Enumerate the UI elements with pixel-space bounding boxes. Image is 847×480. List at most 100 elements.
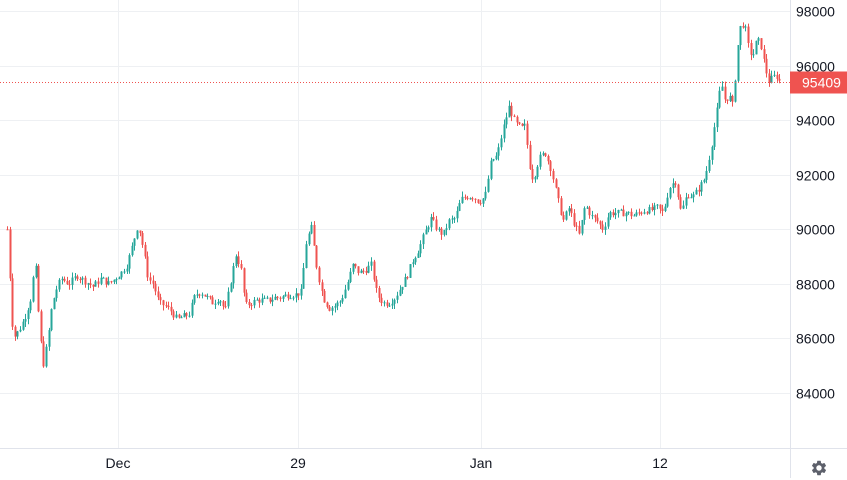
candle-body <box>471 198 474 200</box>
candle-body <box>209 296 212 298</box>
chart-settings-button[interactable] <box>807 456 831 480</box>
candle-body <box>391 303 394 306</box>
candle-body <box>40 311 43 342</box>
candle-body <box>53 298 56 310</box>
candle-body <box>6 229 9 231</box>
candle-body <box>497 147 500 156</box>
candle-body <box>643 212 646 214</box>
candle-body <box>71 277 74 286</box>
y-tick-label: 90000 <box>796 222 835 238</box>
candle-body <box>175 314 178 318</box>
candle-body <box>393 299 396 304</box>
candle-body <box>565 211 568 220</box>
candle-body <box>773 74 776 76</box>
candle-body <box>261 298 264 303</box>
candle-body <box>744 26 747 28</box>
candle-body <box>58 279 61 290</box>
candle-body <box>388 305 391 307</box>
candle-body <box>55 289 58 299</box>
candle-body <box>656 204 659 206</box>
last-price-label: 95409 <box>802 75 841 91</box>
candle-body <box>526 123 529 145</box>
candle-body <box>422 234 425 245</box>
candle-body <box>646 212 649 214</box>
candle-body <box>224 306 227 308</box>
candle-body <box>248 301 251 306</box>
candle-body <box>50 309 53 331</box>
candle-body <box>336 302 339 307</box>
candle-body <box>401 286 404 290</box>
candle-body <box>383 302 386 304</box>
candle-body <box>453 218 456 220</box>
candle-body <box>562 215 565 220</box>
candle-body <box>152 280 155 284</box>
candle-body <box>692 194 695 198</box>
candle-body <box>560 198 563 216</box>
candle-body <box>581 220 584 234</box>
candle-body <box>739 26 742 46</box>
candle-body <box>477 199 480 203</box>
candle-body <box>240 264 243 269</box>
candle-body <box>516 116 519 123</box>
candle-body <box>198 294 201 296</box>
y-tick-label: 98000 <box>796 4 835 20</box>
candle-body <box>523 123 526 126</box>
candle-body <box>196 294 199 296</box>
candle-body <box>674 183 677 185</box>
candle-body <box>510 105 513 116</box>
candle-body <box>29 301 32 311</box>
candle-body <box>505 117 508 125</box>
candle-body <box>305 244 308 268</box>
candle-body <box>448 219 451 229</box>
candle-body <box>128 255 131 269</box>
candle-body <box>518 122 521 124</box>
candle-body <box>263 297 266 299</box>
candle-body <box>578 225 581 234</box>
candle-body <box>45 346 48 367</box>
candle-body <box>227 291 230 307</box>
candle-body <box>682 205 685 209</box>
candle-body <box>677 184 680 198</box>
candle-body <box>24 319 27 322</box>
candle-body <box>245 292 248 302</box>
candle-body <box>120 271 123 278</box>
candle-body <box>547 155 550 162</box>
candle-body <box>474 198 477 200</box>
candle-body <box>89 283 92 285</box>
candle-body <box>159 297 162 301</box>
candle-body <box>253 299 256 306</box>
candle-body <box>183 313 186 318</box>
candle-body <box>235 256 238 267</box>
candle-body <box>331 307 334 311</box>
candle-body <box>297 293 300 296</box>
candle-body <box>35 265 38 278</box>
candle-body <box>61 278 64 280</box>
candle-body <box>456 210 459 219</box>
candle-body <box>409 264 412 278</box>
candle-body <box>193 295 196 303</box>
candle-body <box>123 271 126 273</box>
candle-body <box>323 290 326 303</box>
candle-body <box>591 215 594 217</box>
candle-body <box>370 261 373 266</box>
candle-body <box>191 302 194 316</box>
candle-body <box>747 26 750 44</box>
candle-body <box>687 197 690 199</box>
candle-body <box>373 261 376 280</box>
candle-body <box>544 153 547 156</box>
candle-body <box>487 178 490 192</box>
candle-body <box>115 279 118 281</box>
candle-body <box>201 294 204 296</box>
candle-body <box>204 294 207 297</box>
candle-body <box>375 279 378 289</box>
candle-body <box>596 217 599 222</box>
candle-body <box>731 95 734 102</box>
candle-body <box>724 86 727 100</box>
candle-body <box>770 75 773 83</box>
candle-body <box>362 270 365 272</box>
candle-body <box>669 188 672 198</box>
candle-body <box>555 179 558 188</box>
candle-body <box>185 313 188 316</box>
